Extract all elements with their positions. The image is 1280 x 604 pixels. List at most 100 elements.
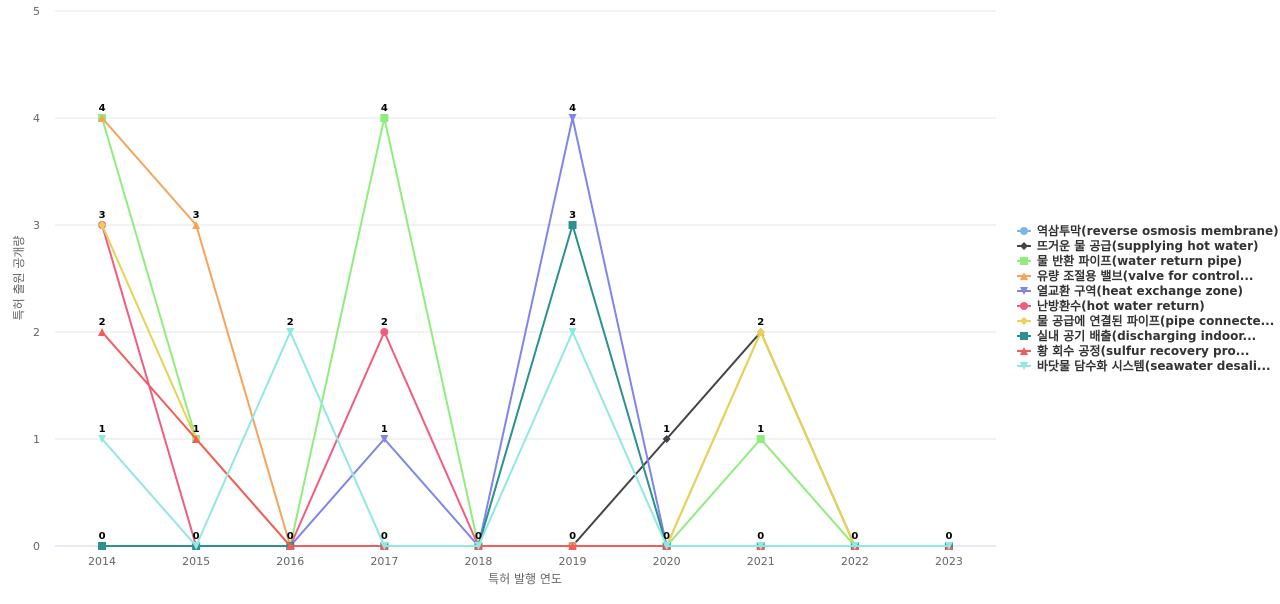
x-tick-label: 2019 bbox=[559, 555, 587, 568]
data-label: 0 bbox=[99, 531, 106, 542]
legend-item[interactable]: 역삼투막(reverse osmosis membrane) bbox=[1017, 223, 1279, 238]
legend-marker bbox=[1020, 302, 1028, 310]
legend-marker bbox=[1020, 287, 1028, 295]
data-label: 4 bbox=[569, 103, 576, 114]
data-label: 1 bbox=[663, 424, 670, 435]
legend-label: 물 반환 파이프(water return pipe) bbox=[1037, 253, 1242, 268]
legend-marker bbox=[1020, 362, 1028, 370]
data-point bbox=[756, 328, 765, 336]
data-label: 1 bbox=[193, 424, 200, 435]
x-tick-label: 2020 bbox=[653, 555, 681, 568]
data-label: 0 bbox=[569, 531, 576, 542]
data-point bbox=[850, 542, 859, 550]
data-point bbox=[568, 114, 577, 122]
data-label: 4 bbox=[381, 103, 388, 114]
data-point bbox=[98, 328, 107, 336]
data-label: 4 bbox=[99, 103, 106, 114]
data-point bbox=[286, 542, 295, 550]
data-label: 3 bbox=[569, 210, 576, 221]
legend-item[interactable]: 물 반환 파이프(water return pipe) bbox=[1017, 253, 1242, 268]
legend-label: 실내 공기 배출(discharging indoor... bbox=[1037, 328, 1256, 343]
data-point bbox=[568, 328, 577, 336]
legend-label: 바닷물 담수화 시스템(seawater desali... bbox=[1037, 358, 1271, 373]
x-tick-label: 2014 bbox=[88, 555, 116, 568]
x-tick-label: 2017 bbox=[370, 555, 398, 568]
data-label: 0 bbox=[287, 531, 294, 542]
data-point bbox=[98, 542, 107, 550]
y-tick-label: 1 bbox=[33, 433, 40, 446]
legend-marker bbox=[1020, 272, 1028, 280]
data-point bbox=[380, 435, 389, 443]
data-point bbox=[192, 221, 201, 229]
data-label: 0 bbox=[193, 531, 200, 542]
legend-item[interactable]: 바닷물 담수화 시스템(seawater desali... bbox=[1017, 358, 1271, 373]
legend-label: 역삼투막(reverse osmosis membrane) bbox=[1037, 223, 1279, 238]
data-label: 0 bbox=[757, 531, 764, 542]
data-point bbox=[568, 221, 577, 229]
legend-item[interactable]: 물 공급에 연결된 파이프(pipe connecte... bbox=[1017, 313, 1274, 328]
data-labels: 4 3 2 1 0 3 1 0 2 0 4 2 1 0 0 4 3 2 0 1 0 2 1 0 0 0 bbox=[99, 103, 953, 542]
x-tick-label: 2021 bbox=[747, 555, 775, 568]
data-point bbox=[380, 114, 389, 122]
legend-label: 난방환수(hot water return) bbox=[1037, 298, 1205, 313]
y-tick-label: 2 bbox=[33, 326, 40, 339]
x-tick-label: 2022 bbox=[841, 555, 869, 568]
data-label: 2 bbox=[381, 317, 388, 328]
data-point bbox=[192, 542, 201, 550]
legend-marker bbox=[1020, 347, 1028, 355]
legend-label: 유량 조절용 밸브(valve for control... bbox=[1037, 268, 1253, 283]
data-label: 2 bbox=[569, 317, 576, 328]
legend[interactable]: 역삼투막(reverse osmosis membrane)뜨거운 물 공급(s… bbox=[1017, 223, 1279, 373]
data-point bbox=[756, 542, 765, 550]
data-label: 2 bbox=[99, 317, 106, 328]
legend-marker bbox=[1020, 332, 1028, 340]
legend-label: 열교환 구역(heat exchange zone) bbox=[1037, 283, 1243, 298]
x-tick-label: 2023 bbox=[935, 555, 963, 568]
y-tick-label: 0 bbox=[33, 540, 40, 553]
legend-label: 황 회수 공정(sulfur recovery pro... bbox=[1037, 343, 1249, 358]
legend-item[interactable]: 뜨거운 물 공급(supplying hot water) bbox=[1017, 238, 1258, 253]
y-tick-label: 3 bbox=[33, 219, 40, 232]
legend-label: 물 공급에 연결된 파이프(pipe connecte... bbox=[1037, 313, 1274, 328]
data-point bbox=[380, 542, 389, 550]
data-point bbox=[662, 542, 671, 550]
legend-marker bbox=[1020, 227, 1028, 235]
y-tick-label: 4 bbox=[33, 112, 40, 125]
data-label: 0 bbox=[945, 531, 952, 542]
series-group bbox=[98, 114, 953, 550]
x-axis-title: 특허 발행 연도 bbox=[488, 571, 562, 586]
data-label: 0 bbox=[663, 531, 670, 542]
data-point bbox=[756, 435, 765, 443]
legend-item[interactable]: 실내 공기 배출(discharging indoor... bbox=[1017, 328, 1256, 343]
data-label: 0 bbox=[475, 531, 482, 542]
legend-marker bbox=[1020, 257, 1028, 265]
data-point bbox=[286, 328, 295, 336]
legend-label: 뜨거운 물 공급(supplying hot water) bbox=[1037, 238, 1258, 253]
data-point bbox=[98, 114, 107, 122]
data-label: 2 bbox=[287, 317, 294, 328]
data-label: 1 bbox=[757, 424, 764, 435]
y-axis-title: 특허 출원 공개량 bbox=[12, 236, 26, 321]
legend-item[interactable]: 열교환 구역(heat exchange zone) bbox=[1017, 283, 1243, 298]
data-point bbox=[944, 542, 953, 550]
legend-item[interactable]: 유량 조절용 밸브(valve for control... bbox=[1017, 268, 1253, 283]
data-point bbox=[474, 542, 483, 550]
grid bbox=[55, 10, 996, 547]
data-label: 3 bbox=[99, 210, 106, 221]
data-point bbox=[662, 435, 671, 443]
x-tick-label: 2016 bbox=[276, 555, 304, 568]
legend-item[interactable]: 난방환수(hot water return) bbox=[1017, 298, 1205, 313]
data-point bbox=[98, 435, 107, 443]
data-label: 2 bbox=[757, 317, 764, 328]
legend-marker bbox=[1020, 242, 1028, 250]
series-line bbox=[101, 224, 950, 547]
data-label: 0 bbox=[851, 531, 858, 542]
data-label: 1 bbox=[99, 424, 106, 435]
x-tick-label: 2015 bbox=[182, 555, 210, 568]
x-tick-label: 2018 bbox=[464, 555, 492, 568]
series-9 bbox=[98, 328, 953, 550]
legend-item[interactable]: 황 회수 공정(sulfur recovery pro... bbox=[1017, 343, 1249, 358]
